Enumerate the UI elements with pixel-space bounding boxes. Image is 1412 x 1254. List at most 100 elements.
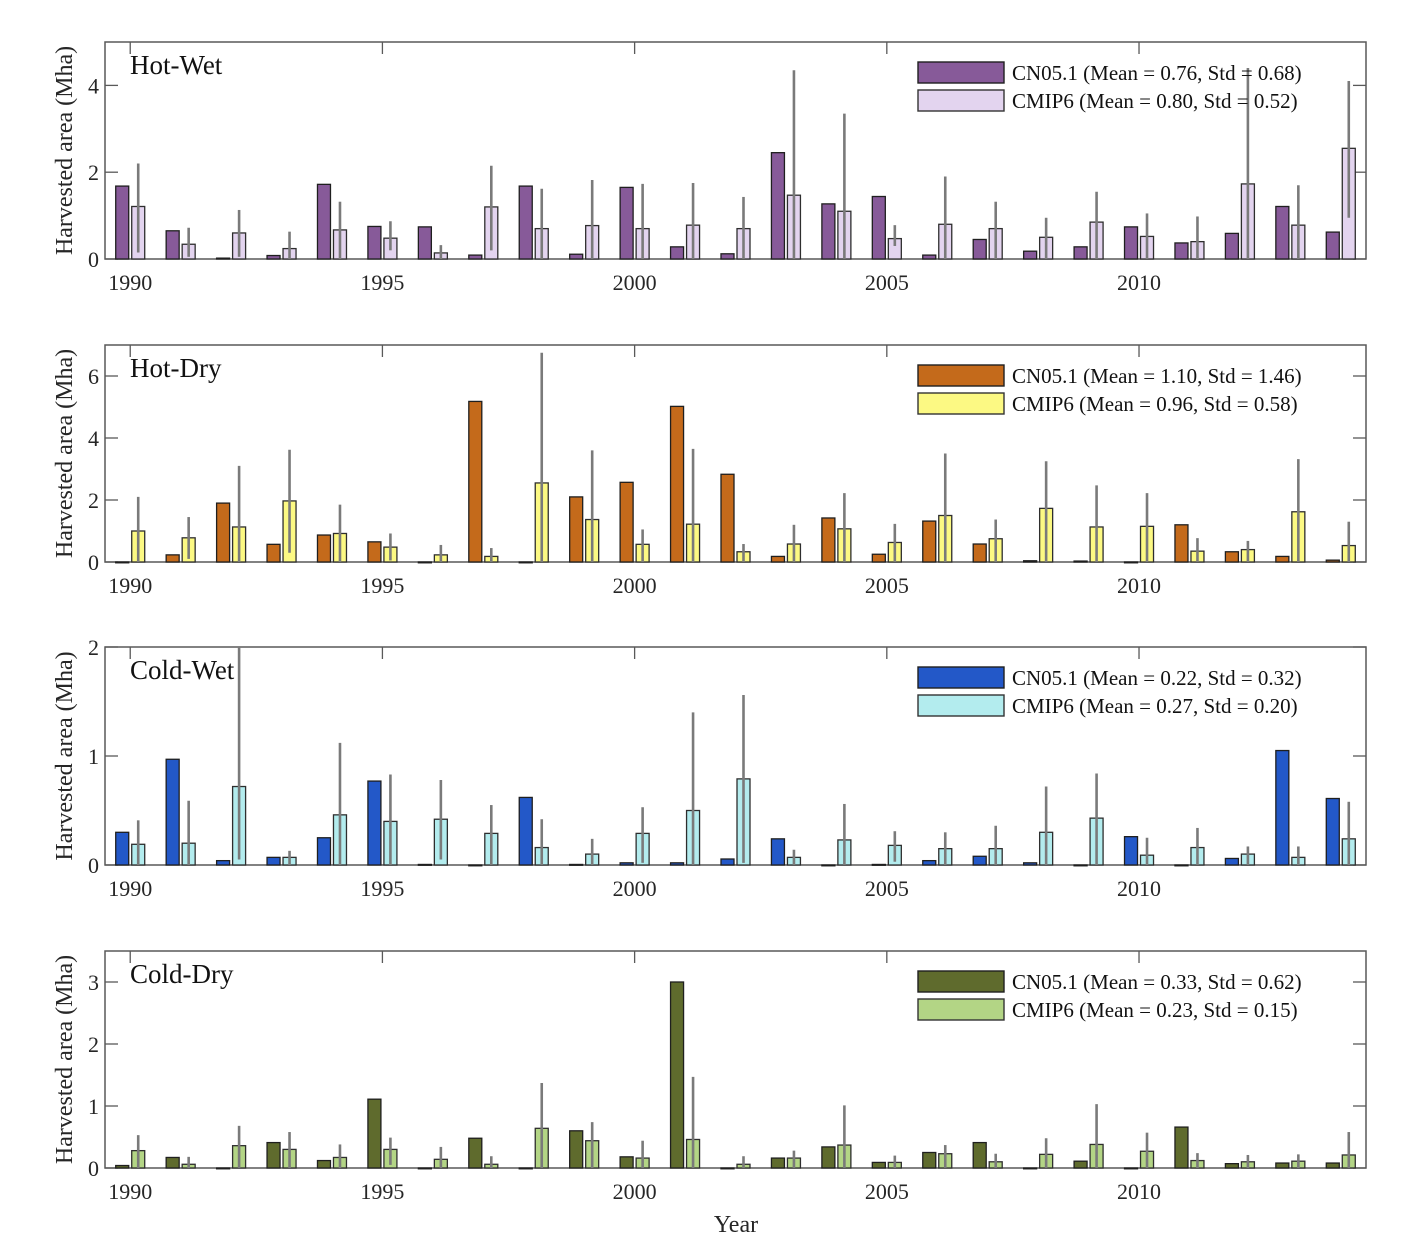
bar-cn051 <box>316 1159 332 1169</box>
bar-cn051 <box>720 473 735 563</box>
bar-cn051 <box>1073 864 1088 867</box>
bar-cn051 <box>1022 1167 1038 1170</box>
bar-cn051 <box>468 254 483 260</box>
bar-cn051 <box>922 520 937 563</box>
bar-cn051 <box>619 186 634 260</box>
bar-cn051 <box>770 1157 786 1169</box>
bar-cn051 <box>1275 205 1290 260</box>
x-tick-label: 1995 <box>360 270 404 295</box>
x-tick-label: 2010 <box>1117 876 1161 901</box>
bar-cn051 <box>821 203 836 260</box>
x-tick-label: 1990 <box>108 1179 152 1204</box>
bar-cn051 <box>669 246 685 260</box>
bar-cn051 <box>1073 246 1088 260</box>
legend-swatch-cmip6 <box>917 998 1005 1021</box>
y-tick-label: 1 <box>88 1094 99 1119</box>
bar-cn051 <box>922 859 937 866</box>
panel-title: Cold-Wet <box>130 655 235 685</box>
panel-title: Hot-Dry <box>130 353 222 383</box>
legend-label-cmip6: CMIP6 (Mean = 0.27, Std = 0.20) <box>1012 694 1298 718</box>
legend-label-cmip6: CMIP6 (Mean = 0.96, Std = 0.58) <box>1012 392 1298 416</box>
x-tick-label: 2000 <box>613 876 657 901</box>
legend: CN05.1 (Mean = 0.76, Std = 0.68) CMIP6 (M… <box>917 61 1302 113</box>
y-tick-label: 2 <box>88 160 99 185</box>
bar-cn051 <box>468 400 483 563</box>
legend: CN05.1 (Mean = 1.10, Std = 1.46) CMIP6 (M… <box>917 364 1302 416</box>
bar-cn051 <box>266 254 281 260</box>
bar-cn051 <box>165 1156 180 1169</box>
x-tick-label: 2000 <box>613 573 657 598</box>
bar-cn051 <box>367 1098 382 1169</box>
bar-cn051 <box>316 837 332 866</box>
bar-cn051 <box>316 183 332 260</box>
panel-hot-dry: 0 2 4 6 1990 1995 2000 2005 2010 Harvested area (… <box>52 344 1367 598</box>
x-tick-label: 1995 <box>360 876 404 901</box>
bar-cn051 <box>1224 551 1240 563</box>
bar-cn051 <box>266 543 281 563</box>
bar-cn051 <box>316 534 332 563</box>
y-axis-label: Harvested area (Mha) <box>52 46 78 255</box>
panel-cold-wet: 0 1 2 1990 1995 2000 2005 2010 Harvested area (M… <box>52 635 1367 901</box>
bar-cn051 <box>417 1167 433 1170</box>
y-tick-label: 1 <box>88 744 99 769</box>
bar-cn051 <box>468 1137 483 1169</box>
bar-cn051 <box>1073 1160 1088 1169</box>
bar-cn051 <box>1022 250 1038 260</box>
panel-hot-wet: 0 2 4 1990 1995 2000 2005 2010 Harvested area (M… <box>52 41 1367 295</box>
legend-swatch-cn051 <box>917 61 1005 84</box>
bar-cn051 <box>972 238 987 260</box>
y-tick-label: 0 <box>88 1156 99 1181</box>
bar-cn051 <box>770 838 786 866</box>
bar-cn051 <box>1275 749 1290 866</box>
bar-cn051 <box>1174 1126 1189 1169</box>
x-tick-label: 2000 <box>613 270 657 295</box>
legend-swatch-cmip6 <box>917 392 1005 415</box>
legend: CN05.1 (Mean = 0.33, Std = 0.62) CMIP6 (M… <box>917 970 1302 1022</box>
x-axis-label: Year <box>714 1212 758 1238</box>
bar-cn051 <box>619 1156 634 1169</box>
bar-cn051 <box>518 1167 533 1170</box>
x-tick-label: 2010 <box>1117 270 1161 295</box>
bar-cn051 <box>569 496 584 563</box>
y-tick-label: 0 <box>88 550 99 575</box>
bar-cn051 <box>1174 864 1189 867</box>
axes-box <box>104 41 1367 260</box>
bar-cn051 <box>619 862 634 866</box>
bar-cn051 <box>115 561 130 564</box>
bar-cn051 <box>1123 226 1139 260</box>
bar-cn051 <box>1123 836 1139 866</box>
bar-cn051 <box>1275 555 1290 563</box>
axes-box <box>104 950 1367 1169</box>
bar-cn051 <box>468 864 483 867</box>
bar-cn051 <box>770 555 786 563</box>
bar-cn051 <box>266 856 281 866</box>
bar-cn051 <box>165 758 180 866</box>
bar-cn051 <box>972 1141 987 1169</box>
legend-label-cn051: CN05.1 (Mean = 0.33, Std = 0.62) <box>1012 970 1302 994</box>
bar-cn051 <box>518 796 533 866</box>
bar-cn051 <box>720 253 735 260</box>
y-tick-label: 0 <box>88 247 99 272</box>
y-tick-label: 2 <box>88 1032 99 1057</box>
bar-cn051 <box>1174 524 1189 563</box>
bar-cn051 <box>669 981 685 1169</box>
bar-cn051 <box>367 225 382 260</box>
bar-cn051 <box>1073 560 1088 563</box>
bar-cn051 <box>821 517 836 563</box>
legend-swatch-cmip6 <box>917 694 1005 717</box>
bar-cn051 <box>1123 561 1139 564</box>
y-tick-label: 4 <box>88 73 99 98</box>
bar-cn051 <box>669 862 685 866</box>
bar-cn051 <box>1174 242 1189 260</box>
x-tick-label: 2005 <box>865 876 909 901</box>
bar-cn051 <box>922 1151 937 1169</box>
x-tick-label: 2010 <box>1117 573 1161 598</box>
bar-cn051 <box>1325 559 1340 563</box>
legend-label-cn051: CN05.1 (Mean = 1.10, Std = 1.46) <box>1012 364 1302 388</box>
bar-cn051 <box>871 553 886 563</box>
x-tick-label: 2005 <box>865 1179 909 1204</box>
y-tick-label: 4 <box>88 426 99 451</box>
bar-cn051 <box>518 185 533 260</box>
